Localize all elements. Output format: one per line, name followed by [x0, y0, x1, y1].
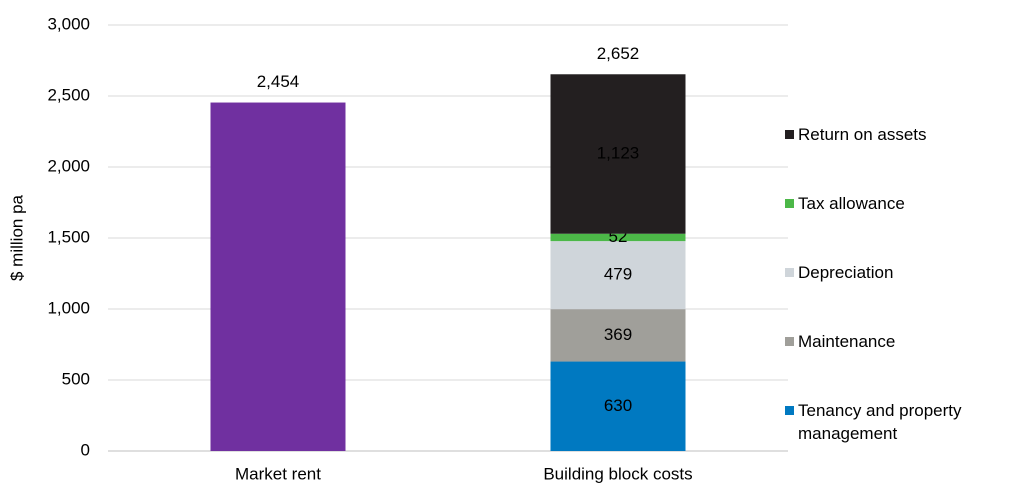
legend-label: Return on assets	[798, 125, 927, 144]
legend-item: Tenancy and property management	[785, 399, 1010, 445]
total-label: 2,652	[597, 44, 640, 63]
data-label: 369	[604, 325, 632, 344]
y-tick-label: 1,500	[47, 227, 90, 246]
y-tick-label: 500	[62, 369, 90, 388]
bar-segment	[550, 241, 686, 310]
data-label: 2,454	[257, 72, 300, 91]
legend-swatch	[785, 337, 794, 346]
legend-item: Maintenance	[785, 330, 1010, 353]
legend-swatch	[785, 268, 794, 277]
y-tick-label: 2,000	[47, 156, 90, 175]
y-tick-label: 1,000	[47, 298, 90, 317]
legend-swatch	[785, 406, 794, 415]
legend-label: Tax allowance	[798, 194, 905, 213]
bar-segment	[550, 233, 686, 242]
legend-swatch	[785, 199, 794, 208]
legend-label: Maintenance	[798, 332, 896, 351]
x-tick-label: Building block costs	[543, 464, 692, 483]
x-tick-label: Market rent	[235, 464, 321, 483]
legend-label: Tenancy and property management	[798, 401, 962, 443]
bar-segment	[550, 74, 686, 234]
legend-item: Tax allowance	[785, 192, 1010, 215]
legend-item: Depreciation	[785, 261, 1010, 284]
data-label: 479	[604, 265, 632, 284]
bar-segment	[210, 102, 346, 452]
data-label: 1,123	[597, 143, 640, 162]
y-tick-label: 0	[81, 440, 90, 459]
legend-swatch	[785, 130, 794, 139]
y-tick-label: 3,000	[47, 14, 90, 33]
y-tick-label: 2,500	[47, 85, 90, 104]
bar-segment	[550, 309, 686, 362]
y-axis-label: $ million pa	[7, 194, 26, 281]
legend-label: Depreciation	[798, 263, 894, 282]
legend-item: Return on assets	[785, 123, 1010, 146]
bar-segment	[550, 361, 686, 451]
data-label: 630	[604, 396, 632, 415]
